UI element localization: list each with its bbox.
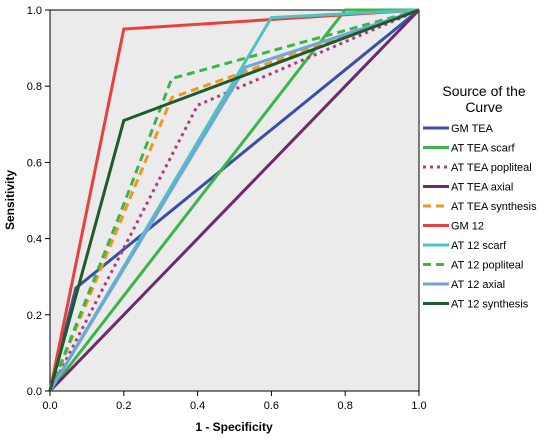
series-line-at-12-axial	[48, 8, 420, 392]
legend-label: AT 12 synthesis	[451, 299, 529, 311]
x-tick-label: 1.0	[411, 400, 426, 412]
series-line-at-tea-synthesis	[48, 8, 420, 392]
y-tick-label: 0.2	[27, 310, 42, 322]
legend-item-at-12-popliteal: AT 12 popliteal	[423, 260, 523, 272]
legend-item-at-12-synthesis: AT 12 synthesis	[423, 299, 529, 311]
legend-item-gm-tea: GM TEA	[423, 123, 494, 135]
legend-label: GM 12	[451, 221, 484, 233]
y-tick-label: 0.6	[27, 157, 42, 169]
legend-item-at-12-scarf: AT 12 scarf	[423, 240, 507, 252]
legend-title-line-1: Source of the	[442, 83, 525, 99]
x-tick-label: 0.6	[264, 400, 279, 412]
series-layer	[48, 8, 421, 393]
legend-item-at-tea-popliteal: AT TEA popliteal	[423, 162, 532, 174]
ticks-layer: 0.0 0.2 0.4 0.6 0.8 1.0 0.0 0.2 0.4 0.6 0.8 1.0	[27, 5, 427, 412]
x-tick-label: 0.2	[116, 400, 131, 412]
legend-item-gm-12: GM 12	[423, 221, 484, 233]
legend-label: AT TEA synthesis	[451, 201, 537, 213]
y-axis-title: Sensitivity	[3, 170, 17, 230]
x-tick-label: 0.4	[190, 400, 205, 412]
legend-label: GM TEA	[451, 123, 494, 135]
legend-item-at-tea-axial: AT TEA axial	[423, 182, 513, 194]
series-line-at-12-synthesis	[48, 8, 420, 392]
legend-label: AT 12 popliteal	[451, 260, 523, 272]
series-line-at-tea-axial	[48, 8, 421, 393]
series-line-at-tea-popliteal	[48, 8, 420, 392]
x-tick-label: 0.8	[338, 400, 353, 412]
legend-item-at-tea-synthesis: AT TEA synthesis	[423, 201, 537, 213]
legend-title-line-2: Curve	[465, 99, 503, 115]
y-tick-label: 0.0	[27, 386, 42, 398]
legend-label: AT TEA axial	[451, 182, 513, 194]
legend-label: AT TEA scarf	[451, 143, 516, 155]
legend: Source of the Curve GM TEA AT TEA scarf AT…	[423, 83, 537, 311]
legend-item-at-tea-scarf: AT TEA scarf	[423, 143, 516, 155]
y-tick-label: 0.8	[27, 81, 42, 93]
legend-label: AT 12 axial	[451, 279, 505, 291]
y-tick-label: 1.0	[27, 5, 42, 17]
legend-items: GM TEA AT TEA scarf AT TEA popliteal AT TEA…	[423, 123, 537, 311]
legend-label: AT TEA popliteal	[451, 162, 532, 174]
x-axis-title: 1 - Specificity	[195, 420, 273, 434]
x-tick-label: 0.0	[42, 400, 57, 412]
legend-label: AT 12 scarf	[451, 240, 507, 252]
y-tick-label: 0.4	[27, 234, 42, 246]
legend-item-at-12-axial: AT 12 axial	[423, 279, 505, 291]
